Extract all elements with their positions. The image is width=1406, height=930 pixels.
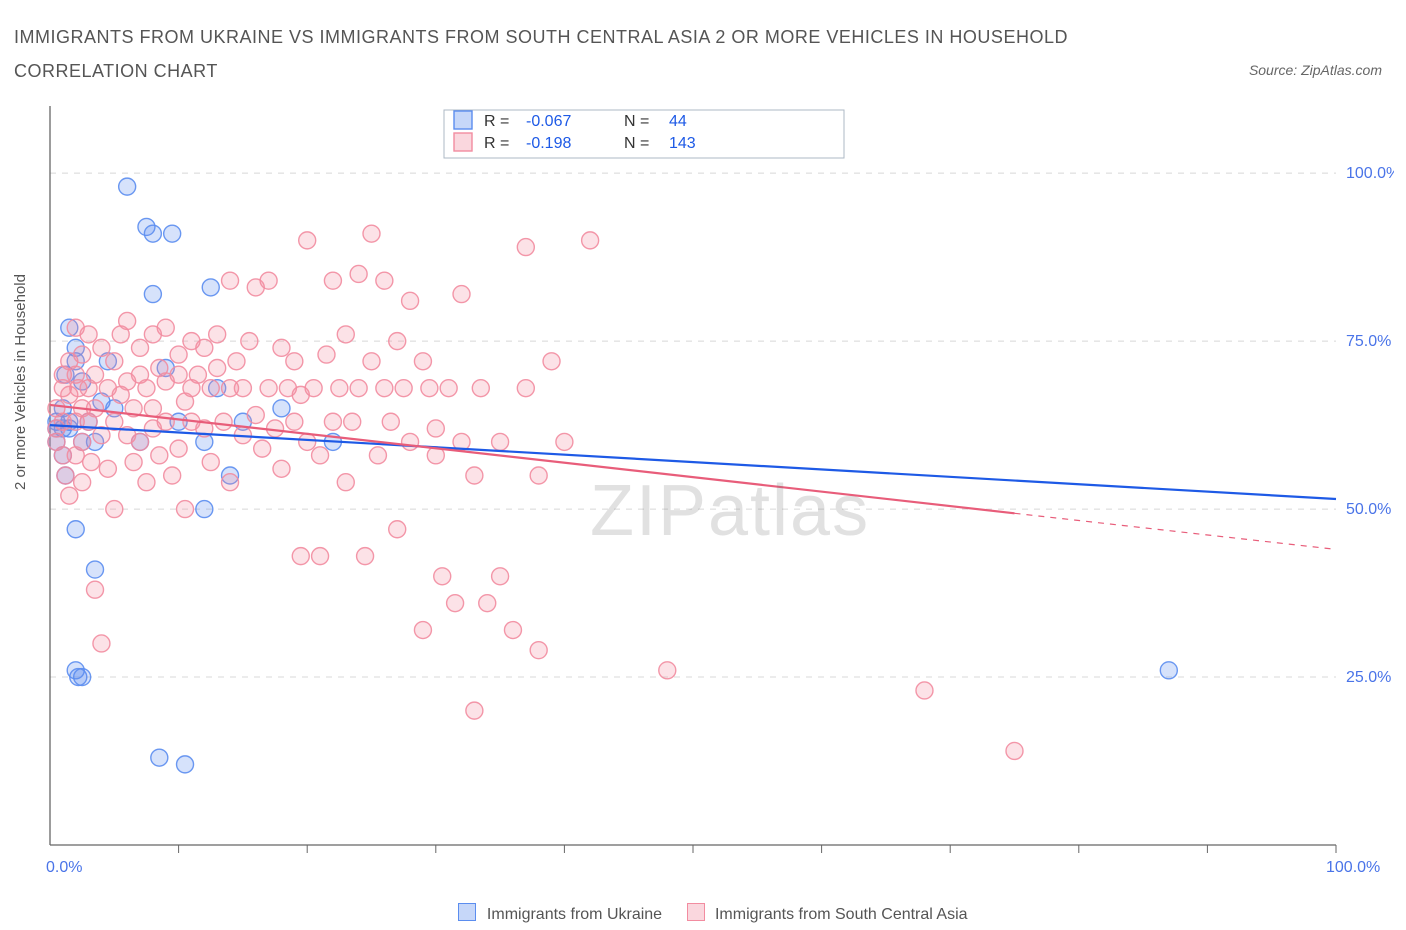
svg-text:-0.067: -0.067 [526, 113, 571, 130]
svg-text:-0.198: -0.198 [526, 135, 571, 152]
svg-text:R =: R = [484, 135, 509, 152]
x-max-label: 100.0% [1326, 859, 1380, 877]
x-origin-label: 0.0% [46, 859, 82, 877]
chart-title: IMMIGRANTS FROM UKRAINE VS IMMIGRANTS FR… [14, 20, 1164, 88]
svg-text:N =: N = [624, 135, 649, 152]
svg-text:25.0%: 25.0% [1346, 669, 1391, 686]
svg-text:100.0%: 100.0% [1346, 165, 1394, 182]
svg-text:N =: N = [624, 113, 649, 130]
svg-text:50.0%: 50.0% [1346, 501, 1391, 518]
legend-label-ukraine: Immigrants from Ukraine [487, 906, 662, 923]
bottom-legend: Immigrants from Ukraine Immigrants from … [0, 903, 1406, 924]
source-attribution: Source: ZipAtlas.com [1249, 62, 1382, 78]
svg-text:143: 143 [669, 135, 696, 152]
legend-label-south-central-asia: Immigrants from South Central Asia [715, 906, 968, 923]
scatter-plot: 25.0% 50.0% 75.0% 100.0% R = -0.067 N = 44 R =-… [44, 98, 1394, 873]
svg-text:44: 44 [669, 113, 687, 130]
y-axis-label: 2 or more Vehicles in Household [12, 274, 29, 490]
legend-swatch-ukraine [458, 903, 476, 921]
svg-text:75.0%: 75.0% [1346, 333, 1391, 350]
svg-text:R =: R = [484, 113, 509, 130]
legend-swatch-south-central-asia [687, 903, 705, 921]
